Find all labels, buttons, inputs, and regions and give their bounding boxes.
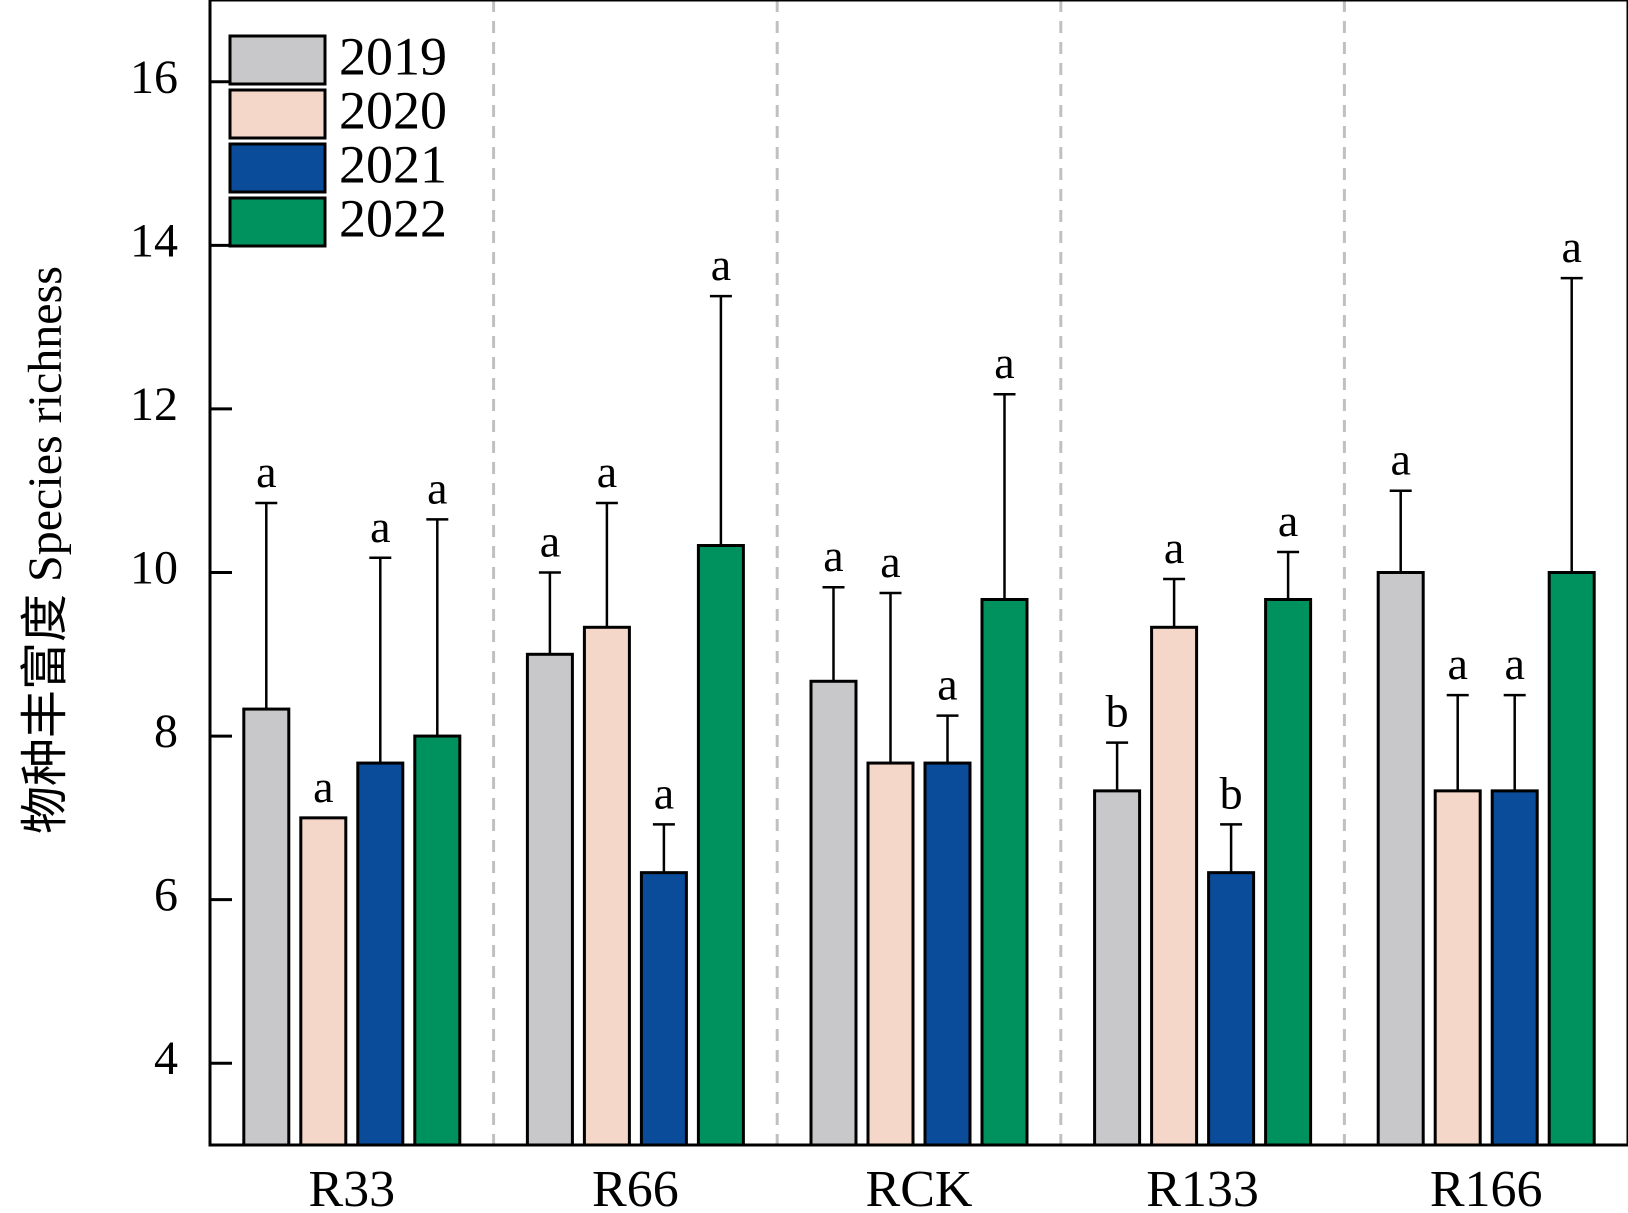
significance-label: a <box>823 530 843 581</box>
y-tick-label: 6 <box>154 869 178 922</box>
significance-label: a <box>880 536 900 587</box>
bar-2020-R133 <box>1150 625 1199 1147</box>
legend-swatch-2021 <box>228 142 327 194</box>
significance-label: a <box>1561 221 1581 272</box>
bar-2019-R33 <box>242 707 291 1147</box>
x-tick-label: R166 <box>1430 1161 1543 1213</box>
significance-label: a <box>313 761 333 812</box>
significance-label: a <box>1164 522 1184 573</box>
significance-label: a <box>1447 638 1467 689</box>
y-tick-label: 12 <box>130 378 178 431</box>
significance-label: a <box>540 516 560 567</box>
error-bars <box>255 276 1583 873</box>
y-tick-label: 10 <box>130 542 178 595</box>
significance-label: a <box>597 446 617 497</box>
y-tick-label: 8 <box>154 705 178 758</box>
group-separators <box>492 0 1346 1145</box>
bar-2020-R33 <box>299 816 348 1147</box>
legend-label: 2019 <box>339 26 447 86</box>
x-tick-label: RCK <box>866 1161 973 1213</box>
significance-label: a <box>994 337 1014 388</box>
y-tick-label: 4 <box>154 1032 178 1085</box>
bars <box>242 544 1596 1147</box>
bar-2022-R166 <box>1547 571 1596 1147</box>
significance-label: a <box>256 446 276 497</box>
x-tick-label: R133 <box>1146 1161 1259 1213</box>
y-tick-label: 16 <box>130 51 178 104</box>
significance-label: a <box>1390 434 1410 485</box>
bar-2020-R66 <box>582 625 631 1147</box>
bar-2019-RCK <box>809 679 858 1147</box>
significance-label: a <box>654 767 674 818</box>
legend-label: 2020 <box>339 80 447 140</box>
bar-2019-R166 <box>1376 571 1425 1147</box>
bar-2022-RCK <box>980 597 1029 1147</box>
significance-label: a <box>711 239 731 290</box>
bar-2019-R66 <box>525 652 574 1147</box>
significance-label: a <box>370 501 390 552</box>
bar-2021-RCK <box>923 761 972 1147</box>
bar-2022-R133 <box>1264 597 1313 1147</box>
x-tick-label: R33 <box>308 1161 395 1213</box>
bar-2021-R33 <box>356 761 405 1147</box>
bar-2022-R33 <box>413 734 462 1147</box>
bar-2020-RCK <box>866 761 915 1147</box>
legend-label: 2022 <box>339 188 447 248</box>
bar-2021-R66 <box>639 871 688 1147</box>
bar-2019-R133 <box>1093 789 1142 1147</box>
significance-label: a <box>937 659 957 710</box>
legend-swatch-2022 <box>228 196 327 248</box>
bar-2021-R133 <box>1207 871 1256 1147</box>
significance-label: a <box>427 462 447 513</box>
significance-label: a <box>1278 495 1298 546</box>
legend-swatch-2019 <box>228 34 327 86</box>
significance-label: a <box>1504 638 1524 689</box>
bar-2022-R66 <box>696 544 745 1147</box>
significance-label: b <box>1220 767 1243 818</box>
x-tick-label: R66 <box>592 1161 679 1213</box>
legend-swatch-2020 <box>228 88 327 140</box>
y-tick-label: 14 <box>130 214 178 267</box>
y-axis: 4 6 8 10 12 14 16 <box>130 51 232 1085</box>
y-axis-label: 物种丰富度 Species richness <box>19 266 72 834</box>
legend-label: 2021 <box>339 134 447 194</box>
bar-2020-R166 <box>1433 789 1482 1147</box>
significance-label: b <box>1106 686 1129 737</box>
x-axis: R33 R66 RCK R133 R166 <box>308 1161 1542 1213</box>
bar-2021-R166 <box>1490 789 1539 1147</box>
